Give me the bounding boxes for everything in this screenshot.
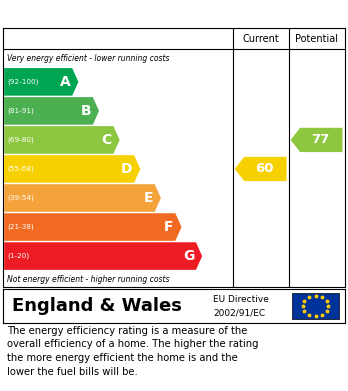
Polygon shape bbox=[4, 155, 140, 183]
Text: (92-100): (92-100) bbox=[8, 79, 39, 85]
Text: D: D bbox=[121, 162, 132, 176]
FancyBboxPatch shape bbox=[292, 292, 339, 319]
Text: E: E bbox=[143, 191, 153, 205]
Text: Potential: Potential bbox=[295, 34, 338, 44]
Text: Energy Efficiency Rating: Energy Efficiency Rating bbox=[9, 7, 230, 22]
Text: 60: 60 bbox=[255, 163, 274, 176]
Text: Not energy efficient - higher running costs: Not energy efficient - higher running co… bbox=[7, 275, 169, 284]
Polygon shape bbox=[4, 97, 99, 125]
Polygon shape bbox=[291, 128, 342, 152]
Text: C: C bbox=[102, 133, 112, 147]
Text: 77: 77 bbox=[311, 133, 330, 147]
Polygon shape bbox=[4, 242, 202, 270]
Text: (1-20): (1-20) bbox=[8, 253, 30, 259]
Text: B: B bbox=[80, 104, 91, 118]
Text: EU Directive: EU Directive bbox=[213, 296, 269, 305]
Polygon shape bbox=[4, 184, 161, 212]
Polygon shape bbox=[235, 157, 286, 181]
Text: (39-54): (39-54) bbox=[8, 195, 34, 201]
Text: F: F bbox=[164, 220, 174, 234]
Text: England & Wales: England & Wales bbox=[12, 297, 182, 315]
Text: Very energy efficient - lower running costs: Very energy efficient - lower running co… bbox=[7, 54, 169, 63]
Text: (69-80): (69-80) bbox=[8, 137, 34, 143]
Text: Current: Current bbox=[242, 34, 279, 44]
Text: The energy efficiency rating is a measure of the
overall efficiency of a home. T: The energy efficiency rating is a measur… bbox=[7, 326, 259, 377]
Text: (21-38): (21-38) bbox=[8, 224, 34, 230]
Polygon shape bbox=[4, 126, 120, 154]
Text: 2002/91/EC: 2002/91/EC bbox=[213, 308, 265, 317]
Text: G: G bbox=[183, 249, 194, 263]
Text: (81-91): (81-91) bbox=[8, 108, 34, 114]
Text: (55-68): (55-68) bbox=[8, 166, 34, 172]
Polygon shape bbox=[4, 213, 182, 241]
Text: A: A bbox=[60, 75, 71, 89]
Polygon shape bbox=[4, 68, 78, 96]
